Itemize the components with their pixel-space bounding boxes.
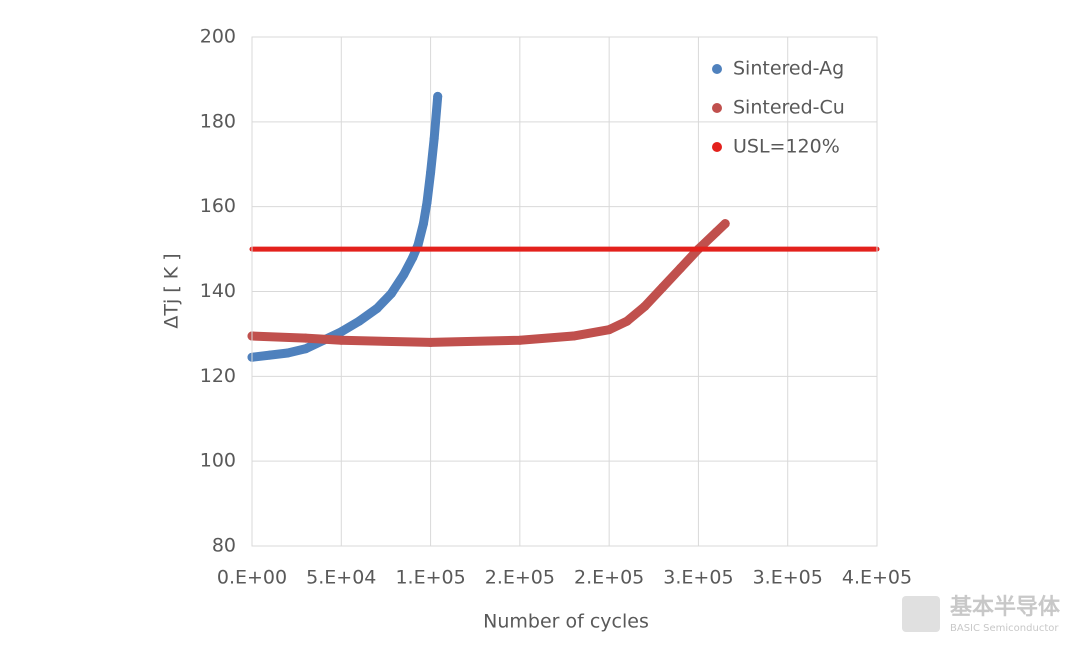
point	[720, 219, 730, 229]
x-tick-label: 3.E+05	[663, 567, 733, 589]
legend-label: Sintered-Ag	[733, 58, 844, 80]
point	[426, 337, 436, 347]
point	[568, 331, 578, 341]
watermark-subtitle: BASIC Semiconductor	[950, 623, 1059, 634]
x-tick-label: 0.E+00	[217, 567, 287, 589]
point-series	[247, 219, 730, 347]
y-tick-label: 100	[200, 450, 236, 472]
point	[301, 344, 311, 354]
point	[283, 348, 293, 358]
point	[426, 168, 436, 178]
watermark: 基本半导体 BASIC Semiconductor	[902, 595, 1061, 634]
legend-marker	[712, 103, 722, 113]
point	[301, 333, 311, 343]
point	[622, 316, 632, 326]
x-tick-label: 2.E+05	[485, 567, 555, 589]
point	[336, 335, 346, 345]
x-axis-title: Number of cycles	[483, 611, 649, 633]
y-tick-label: 160	[200, 195, 236, 217]
point	[354, 316, 364, 326]
y-tick-label: 200	[200, 26, 236, 48]
y-axis-title: ΔTj [ K ]	[161, 253, 183, 328]
legend-label: USL=120%	[733, 136, 840, 158]
point	[386, 289, 396, 299]
y-tick-label: 180	[200, 110, 236, 132]
watermark-logo	[902, 596, 940, 632]
point	[640, 301, 650, 311]
point	[658, 282, 668, 292]
point	[515, 335, 525, 345]
legend-marker	[712, 142, 722, 152]
point	[711, 227, 721, 237]
point	[433, 91, 443, 101]
point	[265, 350, 275, 360]
point	[399, 270, 409, 280]
point	[429, 134, 439, 144]
point-series	[247, 91, 443, 362]
point	[604, 325, 614, 335]
point	[336, 327, 346, 337]
point	[676, 263, 686, 273]
point	[422, 197, 432, 207]
y-tick-label: 120	[200, 365, 236, 387]
watermark-brand: 基本半导体	[950, 595, 1061, 620]
y-tick-label: 80	[212, 535, 236, 557]
legend-label: Sintered-Cu	[733, 97, 845, 119]
x-tick-label: 5.E+04	[306, 567, 376, 589]
y-tick-label: 140	[200, 280, 236, 302]
x-tick-label: 4.E+05	[842, 567, 912, 589]
point	[408, 253, 418, 263]
point	[372, 303, 382, 313]
point	[418, 219, 428, 229]
legend-marker	[712, 64, 722, 74]
x-tick-label: 3.E+05	[753, 567, 823, 589]
plot-border	[251, 36, 878, 547]
x-tick-label: 2.E+05	[574, 567, 644, 589]
x-tick-label: 1.E+05	[395, 567, 465, 589]
